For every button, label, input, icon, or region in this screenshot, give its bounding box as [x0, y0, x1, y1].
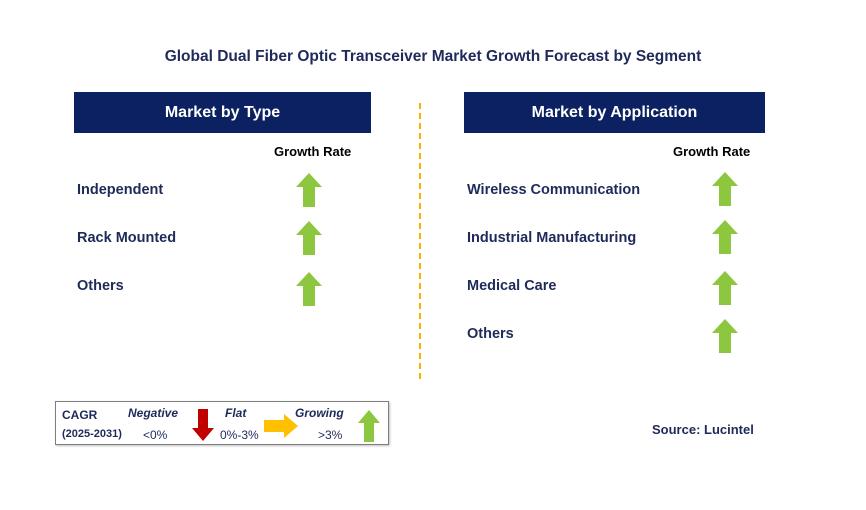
legend-growing-range: >3% — [318, 428, 343, 442]
legend-growing-label: Growing — [295, 406, 344, 420]
legend-period: (2025-2031) — [62, 428, 122, 440]
panel-divider — [419, 103, 421, 379]
type-row-label: Rack Mounted — [77, 230, 177, 246]
legend-flat-label: Flat — [225, 406, 247, 420]
application-row-label: Others — [467, 326, 514, 342]
type-row-label: Independent — [77, 182, 164, 198]
growth-rate-label-type: Growth Rate — [274, 144, 352, 159]
growing-arrow-icon — [712, 319, 738, 353]
growing-arrow-icon — [296, 221, 322, 255]
flat-arrow-icon — [264, 414, 298, 438]
chart-title: Global Dual Fiber Optic Transceiver Mark… — [164, 48, 702, 65]
legend-cagr-label: CAGR — [62, 408, 98, 422]
growing-arrow-icon — [296, 272, 322, 306]
negative-arrow-icon — [192, 409, 214, 441]
type-row-label: Others — [77, 278, 124, 294]
legend-negative-range: <0% — [143, 428, 168, 442]
growing-arrow-icon — [296, 173, 322, 207]
application-row-label: Wireless Communication — [467, 182, 641, 198]
growing-arrow-icon — [712, 220, 738, 254]
cagr-legend: CAGR (2025-2031) Negative <0% Flat 0%-3%… — [55, 401, 389, 445]
growth-rate-label-application: Growth Rate — [673, 144, 751, 159]
source-label: Source: Lucintel — [652, 422, 754, 437]
application-row-label: Medical Care — [467, 278, 557, 294]
growing-arrow-icon — [358, 410, 380, 442]
growing-arrow-icon — [712, 271, 738, 305]
growing-arrow-icon — [712, 172, 738, 206]
legend-flat-range: 0%-3% — [220, 428, 259, 442]
application-row-label: Industrial Manufacturing — [467, 230, 637, 246]
market-by-type-header: Market by Type — [74, 92, 371, 133]
market-by-application-header: Market by Application — [464, 92, 765, 133]
legend-negative-label: Negative — [128, 406, 179, 420]
